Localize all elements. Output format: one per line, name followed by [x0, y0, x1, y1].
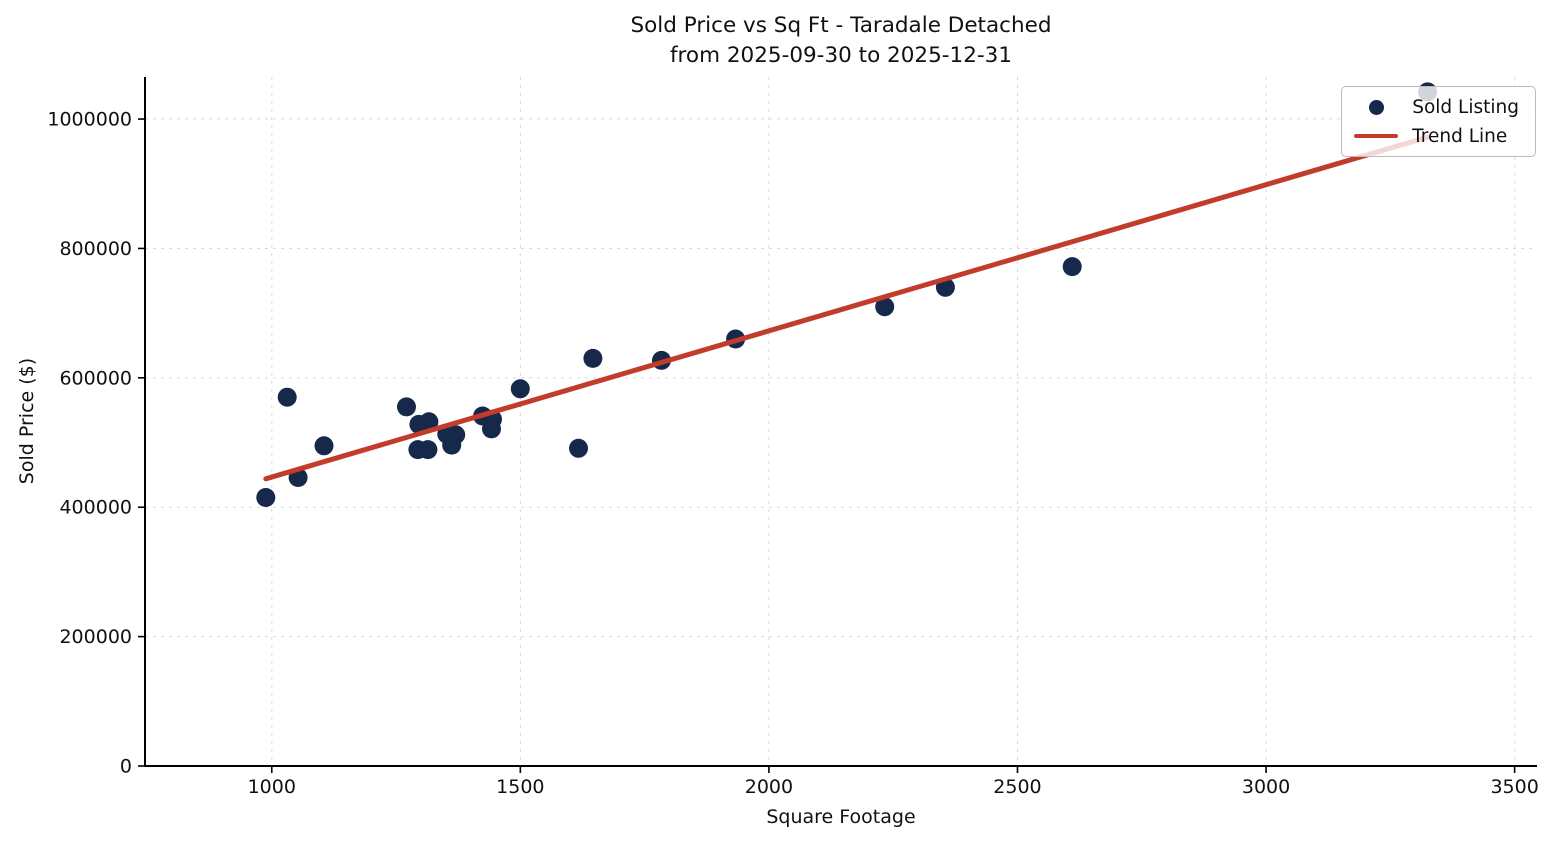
legend: Sold Listing Trend Line: [1341, 86, 1536, 157]
legend-swatch: [1354, 99, 1398, 115]
y-tick-label: 1000000: [47, 109, 132, 131]
data-point: [875, 297, 895, 317]
legend-label-sold-listing: Sold Listing: [1412, 96, 1519, 118]
chart-title-line1: Sold Price vs Sq Ft - Taradale Detached: [630, 13, 1052, 38]
data-point: [419, 412, 439, 432]
chart-title-line2: from 2025-09-30 to 2025-12-31: [669, 43, 1013, 68]
series-sold-listing: [256, 82, 1438, 507]
data-point: [314, 436, 334, 456]
x-axis-label: Square Footage: [766, 806, 916, 828]
data-point: [397, 397, 416, 417]
data-point: [418, 440, 438, 460]
data-point: [569, 438, 588, 458]
gridlines: [145, 77, 1537, 767]
data-point: [1062, 257, 1082, 277]
y-tick-label: 400000: [59, 497, 132, 519]
data-point: [277, 387, 297, 407]
legend-label-trend-line: Trend Line: [1412, 125, 1508, 147]
data-point: [583, 348, 603, 368]
y-tick-label: 600000: [59, 367, 132, 389]
x-tick-label: 1000: [248, 776, 296, 798]
x-tick-label: 3000: [1242, 776, 1290, 798]
y-tick-label: 0: [120, 756, 132, 778]
y-tick-label: 200000: [59, 626, 132, 648]
tick-labels: 1000 1500 2000 2500 3000 3500 0 200000 400000 600…: [47, 109, 1538, 798]
axes-spines: [144, 77, 1537, 767]
x-tick-label: 2000: [745, 776, 793, 798]
x-tick-label: 1500: [496, 776, 544, 798]
trend-line-marker-icon: [1354, 133, 1399, 139]
data-point: [446, 425, 466, 445]
tick-marks: [138, 118, 1516, 773]
sold-listing-marker-icon: [1368, 99, 1384, 115]
x-tick-label: 2500: [993, 776, 1041, 798]
x-tick-label: 3500: [1490, 776, 1538, 798]
legend-swatch: [1354, 133, 1399, 139]
data-point: [510, 379, 530, 399]
data-point: [256, 488, 276, 507]
y-tick-label: 800000: [59, 238, 132, 260]
chart-title: Sold Price vs Sq Ft - Taradale Detached …: [145, 11, 1537, 71]
legend-item-trend-line: Trend Line: [1354, 125, 1519, 147]
y-axis-label: Sold Price ($): [16, 357, 38, 485]
trend-line: [263, 134, 1431, 482]
legend-item-sold-listing: Sold Listing: [1354, 96, 1519, 118]
